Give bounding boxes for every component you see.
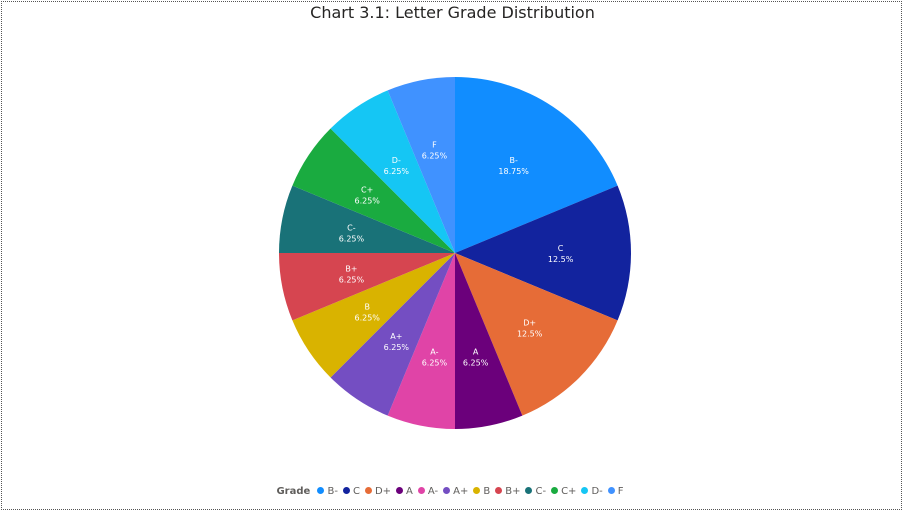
slice-value-label: 12.5%	[548, 255, 574, 264]
slice-value-label: 6.25%	[354, 314, 380, 323]
slice-category-label: F	[432, 140, 437, 149]
legend-label: B+	[505, 486, 521, 497]
pie-slice-C-[interactable]	[279, 185, 455, 253]
pie-slice-F[interactable]	[387, 77, 455, 253]
legend-item-D+[interactable]: D+	[364, 486, 392, 497]
slice-value-label: 6.25%	[422, 151, 448, 160]
slice-value-label: 12.5%	[517, 330, 543, 339]
legend-swatch-icon	[551, 487, 559, 494]
legend-item-A+[interactable]: A+	[443, 486, 468, 497]
legend-label: C+	[561, 486, 577, 497]
slice-category-label: C	[558, 244, 564, 253]
legend-item-A-[interactable]: A-	[417, 486, 439, 497]
legend-item-B-[interactable]: B-	[317, 486, 338, 497]
legend-swatch-icon	[342, 487, 350, 494]
legend-label: B	[483, 486, 491, 497]
legend-label: F	[617, 486, 624, 497]
legend-item-D-[interactable]: D-	[581, 486, 603, 497]
legend-swatch-icon	[473, 487, 481, 494]
legend-label: A-	[427, 486, 439, 497]
legend-label: D-	[591, 486, 603, 497]
legend-label: A	[406, 486, 413, 497]
legend-swatch-icon	[581, 487, 589, 494]
legend-swatch-icon	[396, 487, 404, 494]
legend-item-B+[interactable]: B+	[495, 486, 520, 497]
pie-slice-D-[interactable]	[330, 90, 455, 253]
legend-label: C-	[535, 486, 547, 497]
legend-swatch-icon	[495, 487, 503, 494]
legend-swatch-icon	[317, 487, 325, 494]
slice-value-label: 6.25%	[422, 359, 448, 368]
slice-value-label: 6.25%	[384, 167, 410, 176]
legend-label: A+	[453, 486, 469, 497]
slice-category-label: A	[473, 348, 479, 357]
legend-swatch-icon	[607, 487, 615, 494]
slice-category-label: B-	[509, 156, 517, 165]
pie-slice-A-[interactable]	[387, 253, 455, 429]
slice-category-label: A-	[430, 348, 438, 357]
chart-title: Chart 3.1: Letter Grade Distribution	[310, 3, 595, 22]
slice-category-label: B	[364, 303, 370, 312]
legend-item-B[interactable]: B	[473, 486, 490, 497]
pie-slice-C+[interactable]	[292, 128, 455, 253]
legend-items: B- C D+ A A- A+ B B+ C- C+ D- F	[317, 486, 628, 497]
slice-value-label: 6.25%	[463, 359, 489, 368]
slice-category-label: B+	[345, 265, 357, 274]
legend-label: D+	[374, 486, 392, 497]
pie-slice-B+[interactable]	[279, 253, 455, 321]
legend-item-C+[interactable]: C+	[551, 486, 576, 497]
slice-category-label: D+	[523, 319, 536, 328]
legend-item-C-[interactable]: C-	[525, 486, 546, 497]
pie-slice-A+[interactable]	[330, 253, 455, 416]
legend-swatch-icon	[364, 487, 372, 494]
slice-category-label: C+	[361, 185, 373, 194]
pie-slice-B[interactable]	[292, 253, 455, 378]
legend-swatch-icon	[417, 487, 425, 494]
slice-value-label: 6.25%	[339, 276, 365, 285]
legend-title: Grade	[276, 486, 311, 497]
slice-value-label: 6.25%	[354, 196, 380, 205]
pie-slice-D+[interactable]	[455, 253, 618, 416]
slice-value-label: 6.25%	[339, 234, 365, 243]
slice-category-label: A+	[390, 332, 402, 341]
legend-swatch-icon	[525, 487, 533, 494]
pie-slice-B-[interactable]	[455, 77, 618, 253]
legend-item-F[interactable]: F	[607, 486, 624, 497]
slice-value-label: 6.25%	[384, 343, 410, 352]
legend-item-A[interactable]: A	[396, 486, 413, 497]
pie-slice-A[interactable]	[455, 253, 523, 429]
legend: Grade B- C D+ A A- A+ B B+ C- C+ D- F	[0, 486, 905, 497]
legend-label: B-	[327, 486, 338, 497]
legend-swatch-icon	[443, 487, 451, 494]
legend-label: C	[352, 486, 360, 497]
slice-category-label: C-	[347, 223, 356, 232]
legend-item-C[interactable]: C	[342, 486, 360, 497]
slice-value-label: 18.75%	[498, 167, 529, 176]
slice-category-label: D-	[392, 156, 401, 165]
pie-slice-C[interactable]	[455, 185, 631, 321]
